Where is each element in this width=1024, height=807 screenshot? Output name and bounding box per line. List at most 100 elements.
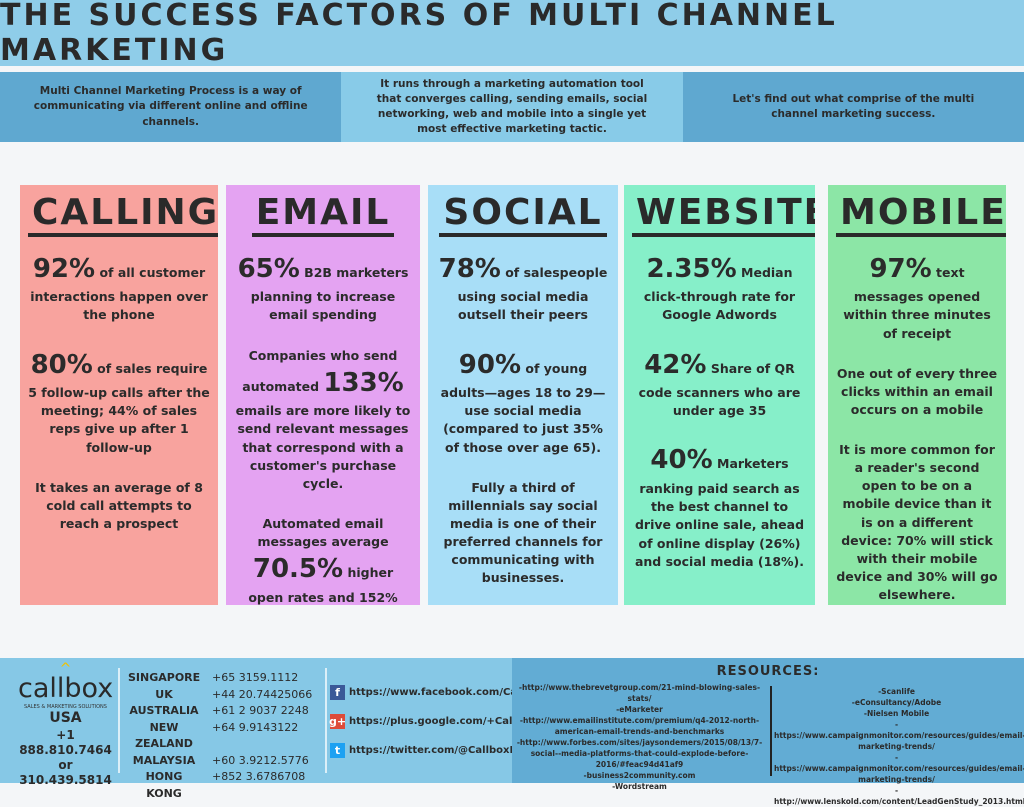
resource-item: -http://www.forbes.com/sites/jaysondemer… <box>516 738 763 769</box>
stat-pre: Companies who send automated <box>242 347 398 394</box>
resource-item: -Nielsen Mobile <box>863 709 930 718</box>
stat-block: It takes an average of 8 cold call attem… <box>28 479 210 533</box>
stat-figure: 65% <box>237 253 300 284</box>
stat-text: Fully a third of millennials say social … <box>443 479 603 586</box>
stat-figure: 42% <box>644 349 707 380</box>
column-title: SOCIAL <box>439 193 607 237</box>
callbox-logo: ^ callbox SALES & MARKETING SOLUTIONS US… <box>18 661 114 788</box>
resource-item: -http://www.thebrevetgroup.com/21-mind-b… <box>518 683 761 703</box>
stat-figure: 78% <box>438 253 501 284</box>
stat-block: 65% B2B marketers planning to increase e… <box>234 251 412 325</box>
stat-text: of salespeople using social media outsel… <box>457 264 608 323</box>
google-plus-icon: g+ <box>328 714 347 729</box>
column-email: EMAIL 65% B2B marketers planning to incre… <box>226 185 420 605</box>
stat-block: 97% text messages opened within three mi… <box>836 251 998 343</box>
office-phone: +65 3159.1112 <box>212 671 299 684</box>
resources-right: -Scanlife -eConsultancy/Adobe -Nielsen Mob… <box>774 686 1024 807</box>
office-row: MALAYSIA +60 3.9212.5776 <box>128 753 312 770</box>
office-phone: +44 20.74425066 <box>212 687 313 701</box>
intro-text-3: Let's find out what comprise of the mult… <box>682 72 1024 142</box>
usa-phone: +1 888.810.7464 <box>19 727 112 757</box>
column-title: CALLING <box>28 193 218 237</box>
stat-text: of all customer interactions happen over… <box>30 264 208 323</box>
stat-block: Companies who send automated 133% emails… <box>234 347 412 493</box>
stat-figure: 92% <box>32 253 96 284</box>
divider <box>118 668 120 773</box>
column-title: MOBILE <box>836 193 1006 237</box>
twitter-icon: t <box>330 743 345 758</box>
resource-item: -Scanlife <box>878 687 915 696</box>
usa-label: USA <box>49 710 82 726</box>
stat-text: emails are more likely to send relevant … <box>235 403 411 491</box>
stat-text: Share of QR code scanners who are under … <box>638 360 801 419</box>
stat-block: One out of every three clicks within an … <box>836 365 998 419</box>
resources-left: -http://www.thebrevetgroup.com/21-mind-b… <box>512 682 767 792</box>
office-row: SINGAPORE +65 3159.1112 <box>128 670 312 687</box>
social-link[interactable]: t https://twitter.com/@CallboxInc <box>330 738 553 763</box>
column-social: SOCIAL 78% of salespeople using social me… <box>428 185 618 605</box>
office-phone: +852 3.6786708 <box>212 770 306 783</box>
stat-block: 80% of sales require 5 follow-up calls a… <box>28 347 210 457</box>
office-country: AUSTRALIA <box>129 704 199 717</box>
office-phone: +64 9.9143122 <box>212 720 299 734</box>
stat-figure: 2.35% <box>646 253 737 284</box>
intro-text-1: Multi Channel Marketing Process is a way… <box>0 72 342 142</box>
stat-text: of young adults—ages 18 to 29—use social… <box>440 360 606 455</box>
logo-chevron-icon: ^ <box>59 661 72 677</box>
intro-text-2: It runs through a marketing automation t… <box>341 72 683 142</box>
social-link[interactable]: g+ https://plus.google.com/+Callboxinc <box>328 709 553 734</box>
office-row: HONG KONG +852 3.6786708 <box>128 769 312 802</box>
stat-text: It is more common for a reader's second … <box>836 442 998 603</box>
resource-item: -https://www.campaignmonitor.com/resourc… <box>774 720 1024 751</box>
stat-block: 2.35% Median click-through rate for Goog… <box>632 251 807 325</box>
intro-band: Multi Channel Marketing Process is a way… <box>0 72 1024 142</box>
resource-item: -eMarketer <box>616 705 663 714</box>
column-title: WEBSITE <box>632 193 815 237</box>
stat-block: 42% Share of QR code scanners who are un… <box>632 347 807 421</box>
resource-item: -eConsultancy/Adobe <box>851 698 942 707</box>
stat-text: B2B marketers planning to increase email… <box>250 264 409 323</box>
stat-text: of sales require 5 follow-up calls after… <box>28 360 210 455</box>
office-list: SINGAPORE +65 3159.1112 UK +44 20.74425066 A… <box>128 670 312 802</box>
logo-tagline: SALES & MARKETING SOLUTIONS <box>24 704 107 710</box>
stat-text: One out of every three clicks within an … <box>836 365 998 417</box>
office-row: AUSTRALIA +61 2 9037 2248 <box>128 703 312 720</box>
office-row: UK +44 20.74425066 <box>128 687 312 704</box>
social-url[interactable]: https://www.facebook.com/Callbox/ <box>349 687 549 698</box>
office-phone: +60 3.9212.5776 <box>212 753 309 767</box>
resource-item: -http://www.emailinstitute.com/premium/q… <box>519 716 760 736</box>
office-row: NEW ZEALAND +64 9.9143122 <box>128 720 312 753</box>
resources-title: RESOURCES: <box>716 664 820 679</box>
stat-pre: Automated email messages average <box>257 515 389 550</box>
stat-figure: 70.5% <box>252 554 344 585</box>
logo-text: callbox <box>18 673 114 704</box>
stat-block: Fully a third of millennials say social … <box>436 479 610 588</box>
stat-text: Median click-through rate for Google Adw… <box>643 264 796 323</box>
social-url[interactable]: https://plus.google.com/+Callboxinc <box>349 716 553 727</box>
office-country: NEW ZEALAND <box>135 720 193 751</box>
stat-figure: 90% <box>458 349 521 380</box>
stat-block: 90% of young adults—ages 18 to 29—use so… <box>436 347 610 457</box>
column-calling: CALLING 92% of all customer interactions … <box>20 185 218 605</box>
stat-block: It is more common for a reader's second … <box>836 441 998 604</box>
office-country: UK <box>155 687 173 701</box>
column-mobile: MOBILE 97% text messages opened within th… <box>828 185 1006 605</box>
resource-item: -business2community.com <box>583 771 696 780</box>
stat-figure: 40% <box>650 445 713 476</box>
office-country: MALAYSIA <box>132 753 196 767</box>
social-link[interactable]: f https://www.facebook.com/Callbox/ <box>330 680 553 705</box>
column-title: EMAIL <box>251 193 395 237</box>
stat-block: Automated email messages average 70.5% h… <box>234 515 412 605</box>
office-country: HONG KONG <box>145 770 183 800</box>
column-website: WEBSITE 2.35% Median click-through rate f… <box>624 185 815 605</box>
stat-figure: 133% <box>323 367 404 398</box>
stat-text: higher open rates and 152% higher click-… <box>248 565 398 605</box>
stat-figure: 97% <box>869 253 932 284</box>
stat-block: 40% Marketers ranking paid search as the… <box>632 442 807 570</box>
stat-text: It takes an average of 8 cold call attem… <box>35 479 203 531</box>
resource-item: -http://www.lenskold.com/content/LeadGen… <box>774 786 1024 806</box>
social-url[interactable]: https://twitter.com/@CallboxInc <box>349 745 527 756</box>
resource-item: -https://www.campaignmonitor.com/resourc… <box>774 753 1024 784</box>
office-country: SINGAPORE <box>128 671 201 684</box>
facebook-icon: f <box>330 685 345 700</box>
